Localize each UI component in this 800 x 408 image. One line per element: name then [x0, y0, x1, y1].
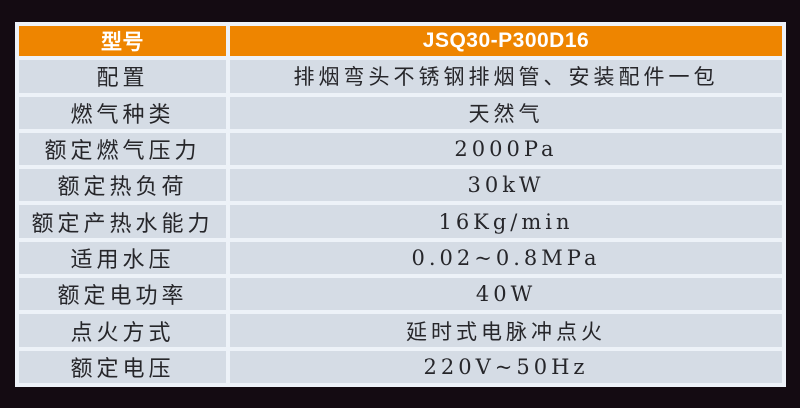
spec-value-cell: 排烟弯头不锈钢排烟管、安装配件一包 — [230, 60, 782, 93]
table-row: 燃气种类 天然气 — [19, 96, 782, 129]
spec-value-cell: 2000Pa — [230, 132, 782, 166]
table-row: 适用水压 0.02~0.8MPa — [19, 241, 782, 275]
table-row: 点火方式 延时式电脉冲点火 — [19, 314, 782, 347]
spec-label-cell: 额定热负荷 — [19, 169, 226, 202]
spec-label-cell: 额定燃气压力 — [19, 132, 226, 166]
spec-label-cell: 额定电功率 — [19, 278, 226, 311]
spec-label-cell: 点火方式 — [19, 314, 226, 347]
product-spec-table: 型号 JSQ30-P300D16 配置 排烟弯头不锈钢排烟管、安装配件一包 燃气… — [15, 22, 786, 387]
spec-label-cell: 额定产热水能力 — [19, 205, 226, 238]
spec-label-cell: 燃气种类 — [19, 96, 226, 129]
spec-value-cell: 天然气 — [230, 96, 782, 129]
spec-value-cell: 40W — [230, 278, 782, 311]
table-row: 额定电功率 40W — [19, 278, 782, 311]
spec-label-cell: 额定电压 — [19, 350, 226, 383]
table-row: 额定燃气压力 2000Pa — [19, 132, 782, 166]
spec-value-cell: 30kW — [230, 169, 782, 202]
spec-value-cell: 0.02~0.8MPa — [230, 241, 782, 275]
table-row: 配置 排烟弯头不锈钢排烟管、安装配件一包 — [19, 60, 782, 93]
spec-table-panel: 型号 JSQ30-P300D16 配置 排烟弯头不锈钢排烟管、安装配件一包 燃气… — [15, 22, 786, 387]
model-header-label: 型号 — [19, 26, 226, 57]
spec-label-cell: 适用水压 — [19, 241, 226, 275]
table-header-row: 型号 JSQ30-P300D16 — [19, 26, 782, 57]
table-row: 额定产热水能力 16Kg/min — [19, 205, 782, 238]
spec-value-cell: 延时式电脉冲点火 — [230, 314, 782, 347]
spec-label-cell: 配置 — [19, 60, 226, 93]
table-row: 额定电压 220V~50Hz — [19, 350, 782, 383]
model-number: JSQ30-P300D16 — [230, 26, 782, 57]
table-row: 额定热负荷 30kW — [19, 169, 782, 202]
spec-value-cell: 220V~50Hz — [230, 350, 782, 383]
spec-value-cell: 16Kg/min — [230, 205, 782, 238]
